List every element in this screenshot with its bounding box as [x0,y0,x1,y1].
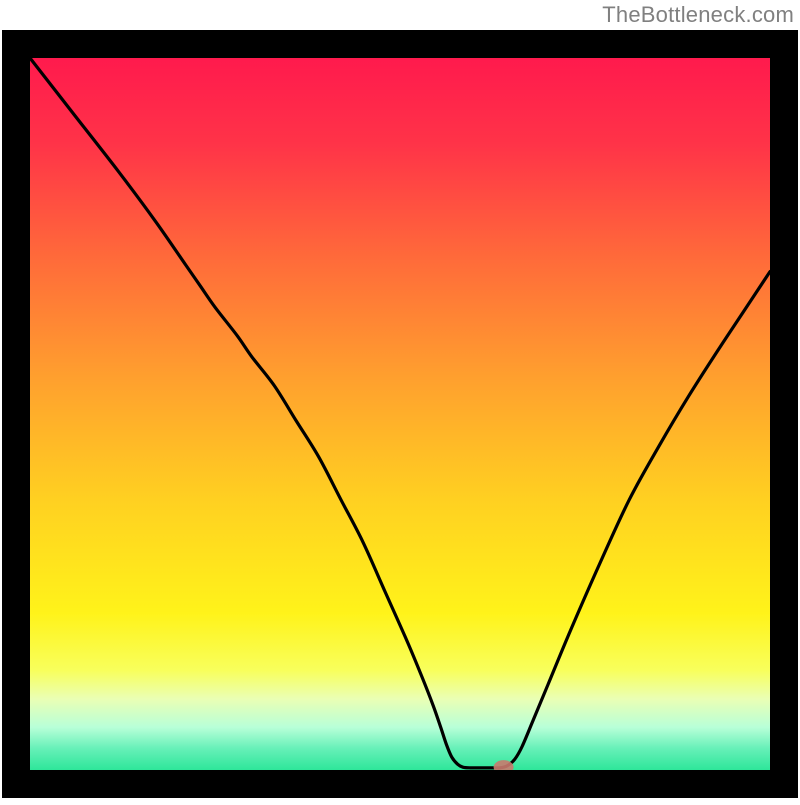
watermark-text: TheBottleneck.com [602,2,794,28]
gradient-background [30,58,770,770]
bottleneck-chart [0,0,800,800]
figure-root: TheBottleneck.com [0,0,800,800]
